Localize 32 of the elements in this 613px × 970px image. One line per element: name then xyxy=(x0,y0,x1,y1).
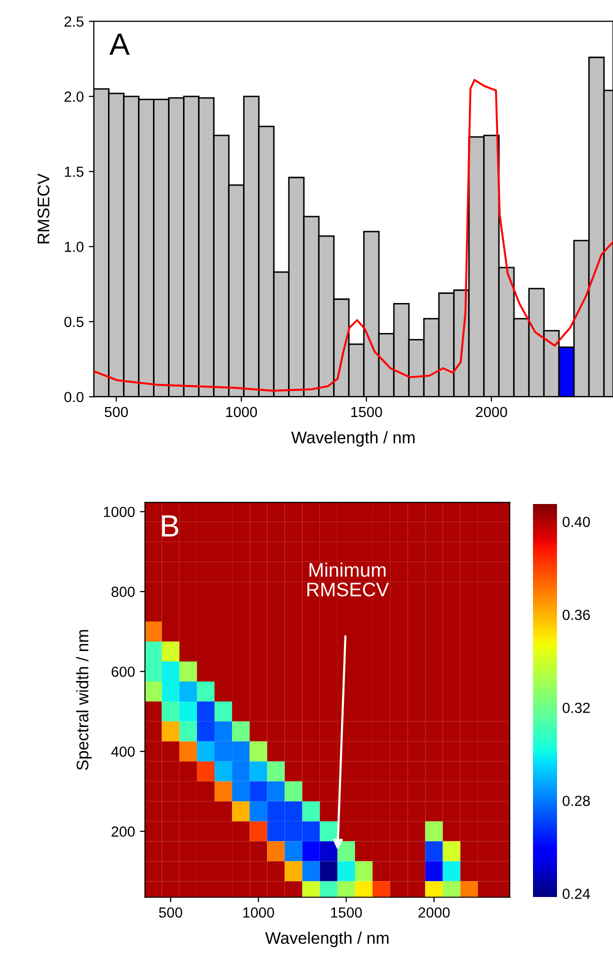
y-axis-title: Spectral width / nm xyxy=(76,630,92,770)
annotation: A xyxy=(109,34,130,55)
x-tick-label: 2000 xyxy=(476,406,508,418)
x-tick-label: 1500 xyxy=(351,406,382,418)
y-tick-label: 1.0 xyxy=(64,242,84,252)
y-tick-label: 800 xyxy=(112,586,135,597)
y-tick-label: 1.5 xyxy=(64,166,84,177)
x-tick-label: 2000 xyxy=(418,907,450,918)
color-bar-label: 0.40 xyxy=(562,516,590,528)
y-tick-label: 1000 xyxy=(104,506,135,518)
y-tick-label: 0.0 xyxy=(64,392,84,402)
color-bar-label: 0.32 xyxy=(562,702,590,714)
x-tick-label: 500 xyxy=(104,406,128,418)
x-tick-label: 1000 xyxy=(243,907,274,918)
x-axis-title: Wavelength / nm xyxy=(265,932,388,948)
y-tick-label: 2.5 xyxy=(64,16,84,27)
x-tick-label: 1500 xyxy=(331,907,362,918)
annotation: B xyxy=(162,515,178,536)
y-axis-title: RMSECV xyxy=(38,173,50,244)
y-tick-label: 400 xyxy=(111,746,135,757)
y-tick-label: 600 xyxy=(112,666,135,677)
annotation: Minimum RMSECV xyxy=(307,562,389,596)
x-tick-label: 1000 xyxy=(226,406,257,418)
x-axis-title: Wavelength / nm xyxy=(291,431,415,447)
y-tick-label: 0.5 xyxy=(64,316,84,328)
color-bar-label: 0.28 xyxy=(562,796,590,806)
y-tick-label: 2.0 xyxy=(64,92,84,102)
color-bar-label: 0.36 xyxy=(562,610,590,620)
x-tick-label: 500 xyxy=(159,907,182,918)
line-series xyxy=(94,78,613,392)
color-bar-label: 0.24 xyxy=(562,888,590,899)
y-tick-label: 200 xyxy=(112,826,135,837)
